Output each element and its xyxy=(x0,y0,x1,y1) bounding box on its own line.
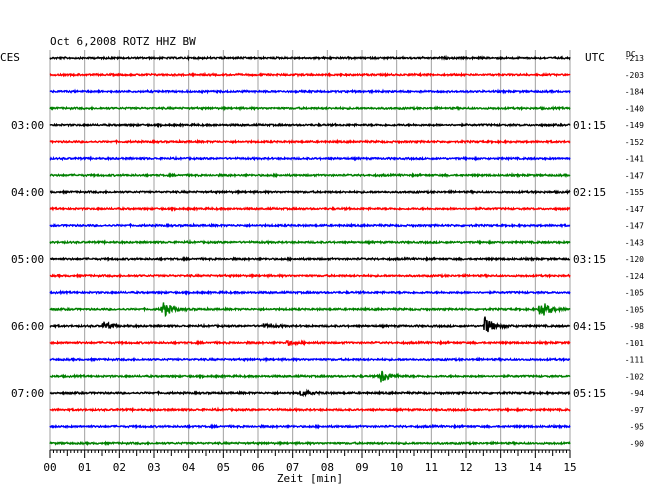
trace-line xyxy=(49,423,571,430)
dc-offset-label: -203 xyxy=(625,71,644,80)
dc-offset-label: -105 xyxy=(625,305,644,314)
dc-offset-label: -147 xyxy=(625,222,644,231)
x-tick-label: 11 xyxy=(425,461,438,474)
right-hour-label: 01:15 xyxy=(573,119,606,132)
dc-offset-label: -98 xyxy=(630,322,645,331)
dc-offset-label: -149 xyxy=(625,121,644,130)
dc-offset-label: -147 xyxy=(625,205,644,214)
trace-line xyxy=(49,302,571,318)
trace-line xyxy=(49,206,571,212)
right-hour-label: 05:15 xyxy=(573,387,606,400)
dc-column-label: DC xyxy=(626,50,636,59)
trace-line xyxy=(49,440,571,447)
trace-line xyxy=(49,406,571,413)
trace-line xyxy=(49,54,571,62)
trace-line xyxy=(49,272,571,279)
x-tick-label: 05 xyxy=(217,461,230,474)
left-hour-label: 07:00 xyxy=(11,387,44,400)
dc-offset-label: -147 xyxy=(625,171,644,180)
dc-offset-label: -95 xyxy=(630,423,645,432)
dc-offset-label: -124 xyxy=(625,272,644,281)
x-tick-label: 01 xyxy=(78,461,91,474)
dc-offset-label: -143 xyxy=(625,238,644,247)
x-tick-label: 03 xyxy=(147,461,160,474)
dc-offset-label: -213 xyxy=(625,54,644,63)
trace-line xyxy=(49,238,571,246)
trace-line xyxy=(49,122,571,129)
x-tick-label: 00 xyxy=(43,461,56,474)
trace-line xyxy=(49,316,571,333)
trace-group: -213 -203 -184 -140 -149 -152 -141 -147 -155 -147… xyxy=(49,54,645,448)
chart-title: Oct 6,2008 ROTZ HHZ BW xyxy=(50,35,196,48)
chart-grid xyxy=(49,50,571,450)
x-tick-label: 10 xyxy=(390,461,403,474)
dc-offset-label: -105 xyxy=(625,289,644,298)
trace-line xyxy=(49,289,571,296)
x-tick-label: 02 xyxy=(113,461,126,474)
trace-line xyxy=(49,138,571,145)
trace-line xyxy=(49,71,571,78)
dc-offset-label: -184 xyxy=(625,88,644,97)
x-tick-label: 15 xyxy=(563,461,576,474)
left-hour-label: 06:00 xyxy=(11,320,44,333)
dc-offset-label: -155 xyxy=(625,188,644,197)
x-tick-label: 09 xyxy=(355,461,368,474)
x-axis-title: Zeit [min] xyxy=(277,472,343,485)
x-tick-label: 07 xyxy=(286,461,299,474)
x-tick-label: 08 xyxy=(321,461,334,474)
trace-line xyxy=(49,356,571,363)
x-tick-label: 12 xyxy=(459,461,472,474)
trace-line xyxy=(49,222,571,229)
trace-line xyxy=(49,388,571,398)
trace-line xyxy=(49,171,571,179)
x-tick-label: 14 xyxy=(529,461,543,474)
right-hour-label: 04:15 xyxy=(573,320,606,333)
x-tick-label: 04 xyxy=(182,461,196,474)
dc-offset-label: -90 xyxy=(630,439,645,448)
trace-line xyxy=(49,88,571,95)
dc-offset-label: -141 xyxy=(625,155,644,164)
dc-offset-label: -101 xyxy=(625,339,644,348)
dc-offset-label: -94 xyxy=(630,389,645,398)
left-timezone-label: CES xyxy=(0,51,20,64)
trace-line xyxy=(49,370,571,383)
trace-line xyxy=(49,155,571,162)
x-tick-label: 06 xyxy=(251,461,264,474)
trace-line xyxy=(49,339,571,347)
left-hour-label: 04:00 xyxy=(11,186,44,199)
trace-line xyxy=(49,105,571,112)
dc-offset-label: -140 xyxy=(625,104,644,113)
dc-offset-label: -97 xyxy=(630,406,645,415)
trace-line xyxy=(49,188,571,196)
dc-offset-label: -111 xyxy=(625,356,644,365)
dc-offset-label: -152 xyxy=(625,138,644,147)
x-tick-label: 13 xyxy=(494,461,507,474)
dc-offset-label: -120 xyxy=(625,255,644,264)
right-hour-label: 03:15 xyxy=(573,253,606,266)
time-labels: 03:00 04:00 05:00 06:00 07:00 01:15 02:15 03:15… xyxy=(11,119,606,400)
right-hour-label: 02:15 xyxy=(573,186,606,199)
left-hour-label: 03:00 xyxy=(11,119,44,132)
right-timezone-label: UTC xyxy=(585,51,605,64)
x-axis: 00 01 02 03 04 05 06 07 08 09 10 11 12 13 14 15 xyxy=(43,449,577,474)
left-hour-label: 05:00 xyxy=(11,253,44,266)
dc-offset-label: -102 xyxy=(625,372,644,381)
trace-line xyxy=(50,255,571,263)
